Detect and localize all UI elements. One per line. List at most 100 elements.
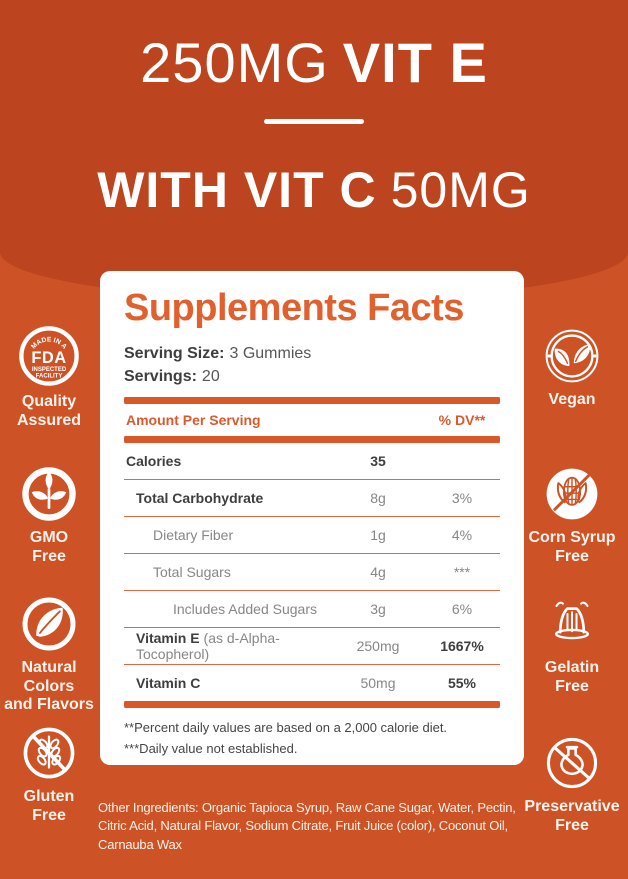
badge-gluten-free: Gluten Free — [0, 724, 104, 825]
title-divider — [264, 118, 364, 124]
badge-preservative-free: Preservative Free — [517, 734, 627, 835]
caption-line: Vegan — [548, 391, 596, 408]
row-dv: 4% — [451, 527, 473, 544]
fda-seal-icon: MADE IN A FDA INSPECTED FACILITY — [19, 326, 79, 386]
serving-size-value: 3 Gummies — [229, 345, 312, 362]
badge-gelatin-free: Gelatin Free — [517, 595, 627, 696]
title-line-1: 250MG VIT E — [0, 31, 628, 94]
row-amount: 35 — [370, 453, 386, 470]
caption-line: Corn Syrup — [528, 529, 616, 546]
row-amount: 50mg — [360, 675, 396, 692]
table-row-total-sugars: Total Sugars 4g *** — [124, 554, 500, 592]
row-amount: 1g — [370, 527, 386, 544]
row-dv: 1667% — [440, 638, 484, 655]
facts-table: Calories 35 Total Carbohydrate 8g 3% Die… — [124, 443, 500, 701]
badge-corn-syrup-free: Corn Syrup Free — [517, 465, 627, 566]
caption-line: Colors — [23, 677, 75, 695]
fda-seal-inspected-text: INSPECTED — [32, 367, 67, 373]
flask-crossed-icon — [546, 737, 598, 789]
fda-seal-facility-text: FACILITY — [36, 373, 63, 379]
caption-line: Quality — [21, 393, 77, 410]
sprout-icon — [22, 467, 76, 521]
row-label: Total Carbohydrate — [136, 490, 264, 507]
top-banner-background — [0, 0, 628, 300]
row-label: Vitamin C — [136, 675, 201, 692]
title-dose: 250MG — [140, 31, 329, 94]
caption-line: Gelatin — [544, 659, 600, 676]
caption-line: Free — [555, 816, 589, 834]
badge-caption: Gluten Free — [0, 788, 104, 825]
panel-title: Supplements Facts — [124, 287, 464, 329]
table-row-total-carbohydrate: Total Carbohydrate 8g 3% — [124, 480, 500, 518]
supplement-facts-panel: Supplements Facts Serving Size: 3 Gummies… — [100, 271, 524, 765]
table-row-vitamin-c: Vitamin C 50mg 55% — [124, 665, 500, 701]
servings-line: Servings: 20 — [124, 365, 500, 388]
footnotes: **Percent daily values are based on a 2,… — [124, 718, 500, 758]
badge-caption: Gelatin Free — [517, 659, 627, 696]
thick-rule-mid — [124, 436, 500, 444]
badge-natural-colors-flavors: Natural Colors and Flavors — [0, 595, 104, 715]
row-label: Dietary Fiber — [153, 527, 234, 544]
title-with-vit-c: WITH VIT C — [97, 161, 377, 218]
caption-line: and Flavors — [4, 696, 94, 714]
leaf-icon — [22, 597, 76, 651]
row-label-main: Vitamin E — [136, 630, 200, 647]
badge-vegan: Vegan — [517, 327, 627, 410]
row-label: Total Sugars — [153, 564, 231, 581]
badge-caption: Vegan — [517, 391, 627, 410]
row-dv: 55% — [447, 675, 477, 692]
footnote-daily-values: **Percent daily values are based on a 2,… — [124, 720, 448, 736]
hero-title-block: 250MG VIT E WITH VIT C 50MG — [0, 0, 628, 216]
row-dv: 6% — [451, 601, 473, 618]
serving-size-line: Serving Size: 3 Gummies — [124, 342, 500, 365]
caption-line: Preservative — [524, 798, 620, 815]
badge-caption: GMO Free — [0, 529, 104, 566]
badge-caption: Preservative Free — [517, 798, 627, 835]
servings-label: Servings: — [124, 368, 197, 386]
row-label-note: (as d-Alpha-Tocopherol) — [136, 630, 280, 663]
table-row-vitamin-e: Vitamin E (as d-Alpha-Tocopherol) 250mg 1… — [124, 628, 500, 666]
badge-caption: Natural Colors and Flavors — [0, 659, 104, 715]
jelly-icon — [554, 601, 590, 640]
wheat-crossed-icon — [23, 727, 75, 779]
caption-line: Free — [32, 806, 66, 824]
fda-seal-center-text: FDA — [31, 349, 66, 367]
row-label: Includes Added Sugars — [173, 601, 317, 618]
table-header-row: Amount Per Serving % DV** — [124, 404, 500, 436]
caption-line: Free — [32, 547, 66, 565]
row-dv: 3% — [451, 490, 473, 507]
title-dose-c: 50MG — [390, 161, 531, 218]
table-row-added-sugars: Includes Added Sugars 3g 6% — [124, 591, 500, 629]
row-amount: 3g — [370, 601, 386, 618]
servings-value: 20 — [201, 368, 220, 386]
badge-caption: Corn Syrup Free — [517, 529, 627, 566]
table-row-dietary-fiber: Dietary Fiber 1g 4% — [124, 517, 500, 555]
other-ingredients-text: Other Ingredients: Organic Tapioca Syrup… — [98, 800, 516, 852]
row-label: Vitamin E (as d-Alpha-Tocopherol) — [126, 630, 330, 662]
table-row-calories: Calories 35 — [124, 443, 500, 481]
amount-per-serving-header: Amount Per Serving — [126, 412, 261, 429]
corn-crossed-icon — [546, 468, 598, 520]
footnote-not-established: ***Daily value not established. — [124, 740, 298, 756]
dv-header: % DV** — [438, 412, 486, 429]
caption-line: Gluten — [23, 788, 75, 805]
badge-fda-quality: MADE IN A FDA INSPECTED FACILITY Quality… — [0, 325, 104, 430]
badge-gmo-free: GMO Free — [0, 465, 104, 566]
caption-line: Assured — [16, 411, 82, 429]
row-amount: 8g — [370, 490, 386, 507]
row-dv: *** — [453, 564, 471, 581]
serving-size-label: Serving Size: — [124, 345, 225, 362]
title-line-2: WITH VIT C 50MG — [0, 164, 628, 217]
caption-line: Natural — [21, 659, 77, 676]
vegan-leaves-icon — [545, 329, 599, 383]
caption-line: Free — [555, 547, 589, 565]
serving-info: Serving Size: 3 Gummies Servings: 20 — [124, 342, 500, 388]
caption-line: GMO — [29, 529, 69, 546]
row-amount: 250mg — [356, 638, 400, 655]
row-amount: 4g — [370, 564, 386, 581]
title-vitamin-e: VIT E — [342, 31, 488, 94]
caption-line: Free — [555, 677, 589, 695]
row-label: Calories — [126, 453, 182, 470]
thick-rule-top — [124, 397, 500, 405]
